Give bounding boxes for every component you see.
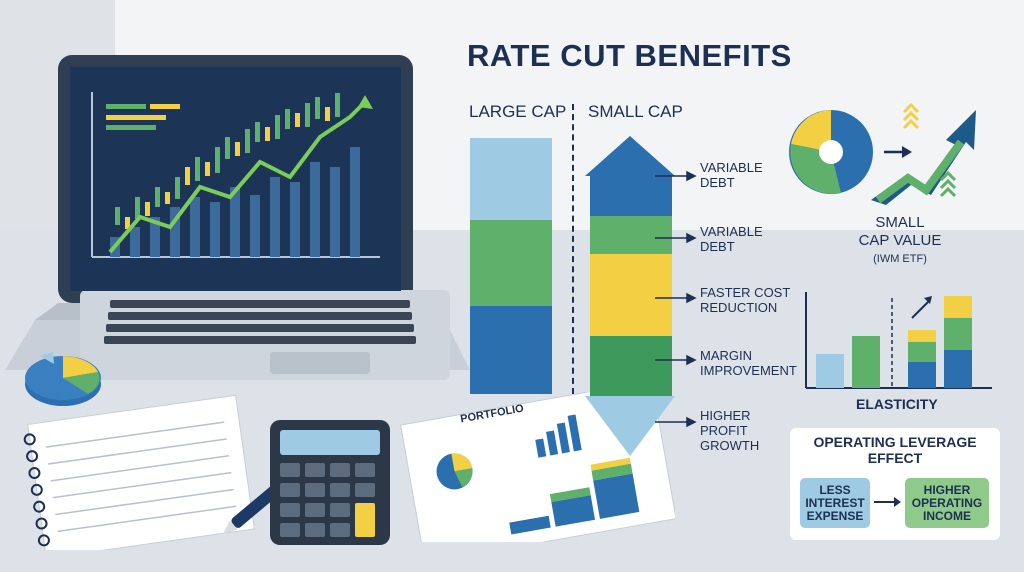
benefit-label-2-line1: VARIABLE bbox=[700, 224, 763, 239]
benefit-label-5: HIGHER PROFIT GROWTH bbox=[700, 408, 759, 453]
benefit-label-2-line2: DEBT bbox=[700, 239, 735, 254]
higher-income-line2: OPERATING bbox=[911, 495, 983, 510]
operating-leverage-title-line2: EFFECT bbox=[867, 450, 923, 466]
benefit-label-3-line2: REDUCTION bbox=[700, 300, 778, 315]
higher-income-line3: INCOME bbox=[922, 508, 971, 523]
small-cap-value-label: SMALL CAP VALUE (IWM ETF) bbox=[830, 214, 970, 268]
elasticity-chart bbox=[805, 292, 992, 389]
small-cap-arrow-bar bbox=[585, 136, 675, 456]
benefit-label-1-line2: DEBT bbox=[700, 175, 735, 190]
large-cap-segment-light-blue bbox=[470, 138, 552, 220]
laptop-screen-chart bbox=[70, 67, 401, 291]
benefit-label-5-line2: PROFIT bbox=[700, 423, 748, 438]
column-divider bbox=[572, 104, 574, 394]
large-cap-bar bbox=[470, 138, 552, 394]
higher-income-line1: HIGHER bbox=[923, 482, 971, 497]
large-cap-label: LARGE CAP bbox=[469, 102, 567, 121]
page-title: RATE CUT BENEFITS bbox=[467, 38, 792, 73]
small-cap-label: SMALL CAP bbox=[588, 102, 683, 121]
desk-pie-chart bbox=[25, 352, 101, 406]
less-interest-line2: INTEREST bbox=[805, 495, 865, 510]
notebook-illustration bbox=[23, 394, 255, 550]
large-cap-segment-green bbox=[470, 220, 552, 306]
benefit-label-3: FASTER COST REDUCTION bbox=[700, 285, 790, 315]
small-cap-value-line2: CAP VALUE bbox=[858, 232, 942, 249]
benefit-arrows bbox=[655, 170, 697, 428]
less-interest-expense-box: LESS INTEREST EXPENSE bbox=[800, 478, 870, 528]
benefit-label-5-line3: GROWTH bbox=[700, 438, 760, 453]
portfolio-document bbox=[400, 392, 675, 542]
elasticity-label: ELASTICITY bbox=[856, 396, 938, 412]
laptop-keyboard bbox=[80, 290, 450, 380]
benefit-label-4-line2: IMPROVEMENT bbox=[700, 363, 797, 378]
benefit-label-1: VARIABLE DEBT bbox=[700, 160, 763, 190]
benefit-label-1-line1: VARIABLE bbox=[700, 160, 763, 175]
benefit-label-3-line1: FASTER COST bbox=[700, 285, 791, 300]
less-interest-line1: LESS bbox=[819, 482, 851, 497]
large-cap-segment-blue bbox=[470, 306, 552, 394]
benefit-label-4: MARGIN IMPROVEMENT bbox=[700, 348, 797, 378]
higher-operating-income-box: HIGHER OPERATING INCOME bbox=[905, 478, 989, 528]
operating-leverage-title-line1: OPERATING LEVERAGE bbox=[813, 434, 977, 450]
small-cap-value-line3: (IWM ETF) bbox=[873, 253, 927, 265]
operating-leverage-title: OPERATING LEVERAGE EFFECT bbox=[790, 434, 1000, 466]
benefit-label-5-line1: HIGHER bbox=[700, 408, 751, 423]
small-cap-value-line1: SMALL bbox=[875, 214, 925, 231]
right-arrow-icon bbox=[874, 497, 901, 507]
calculator-illustration bbox=[270, 420, 390, 545]
benefit-label-2: VARIABLE DEBT bbox=[700, 224, 763, 254]
benefit-label-4-line1: MARGIN bbox=[700, 348, 752, 363]
donut-growth-icon bbox=[789, 102, 976, 205]
less-interest-line3: EXPENSE bbox=[806, 508, 864, 523]
